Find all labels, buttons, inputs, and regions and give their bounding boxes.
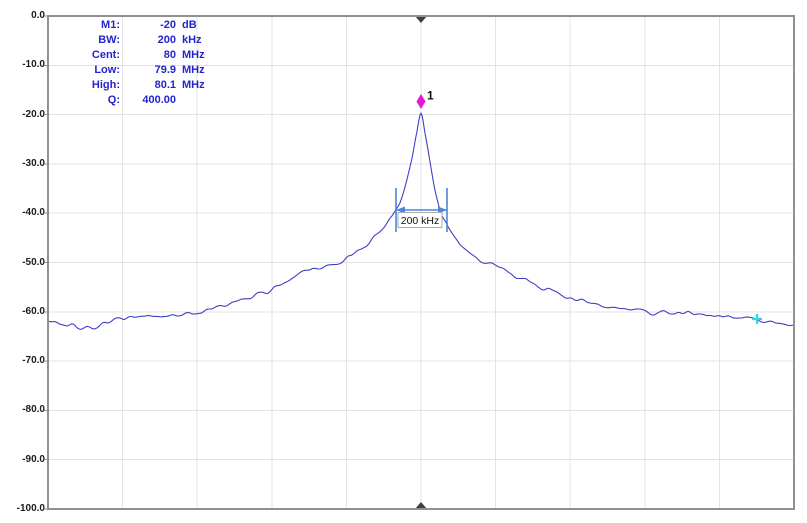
readout-row: BW: 200 kHz [58,32,205,47]
y-axis-tick-label: -20.0 [22,108,45,120]
readout-value: 200 [157,33,176,46]
y-axis-tick-label: -80.0 [22,404,45,416]
marker-diamond-icon[interactable] [416,94,426,109]
readout-unit: MHz [182,78,205,91]
readout-row: Q: 400.00 [58,92,205,107]
y-axis-tick-label: -10.0 [22,59,45,71]
readout-unit: MHz [182,63,205,76]
y-axis-tick-label: -100.0 [16,503,45,514]
bandwidth-label: 200 kHz [401,215,440,227]
readout-label: High: [91,78,120,91]
y-axis-tick-label: -50.0 [22,256,45,268]
readout-unit: kHz [182,33,202,46]
readout-value: 80 [163,48,176,61]
y-axis-tick-label: -70.0 [22,355,45,367]
plot-area[interactable]: 200 kHz 1 [44,15,795,510]
y-axis-tick-label: -40.0 [22,207,45,219]
dimension-arrow-left-icon [396,206,405,214]
signal-trace [47,112,795,330]
readout-label: M1: [101,18,120,31]
marker-1[interactable]: 1 [416,89,435,110]
y-axis-tick-label: -60.0 [22,305,45,317]
y-axis-tick-label: -90.0 [22,453,45,465]
readout-row: High: 80.1 MHz [58,77,205,92]
marker-number-label: 1 [427,89,434,103]
readout-value: 79.9 [154,63,176,76]
center-frequency-marker-bottom-icon [415,502,427,509]
measurement-readout-panel: M1: -20 dB BW: 200 kHz Cent: 80 MHz Low: 79.9 MHz Hi… [58,17,205,107]
dimension-arrow-right-icon [438,206,447,214]
trace-cursor-plus-icon[interactable] [752,314,762,324]
plot-border [47,15,795,510]
readout-value: 400.00 [142,93,176,106]
y-axis-tick-label: 0.0 [31,10,45,21]
readout-label: Cent: [91,48,120,61]
readout-value: 80.1 [154,78,176,91]
y-axis-tick-label: -30.0 [22,157,45,169]
center-frequency-marker-top-icon [415,16,427,23]
readout-row: M1: -20 dB [58,17,205,32]
readout-label: BW: [98,33,120,46]
readout-value: -20 [160,18,176,31]
readout-row: Cent: 80 MHz [58,47,205,62]
readout-unit: dB [182,18,197,31]
bandwidth-annotation: 200 kHz [395,188,448,232]
readout-unit: MHz [182,48,205,61]
readout-label: Low: [94,63,120,76]
readout-row: Low: 79.9 MHz [58,62,205,77]
readout-label: Q: [107,93,120,106]
